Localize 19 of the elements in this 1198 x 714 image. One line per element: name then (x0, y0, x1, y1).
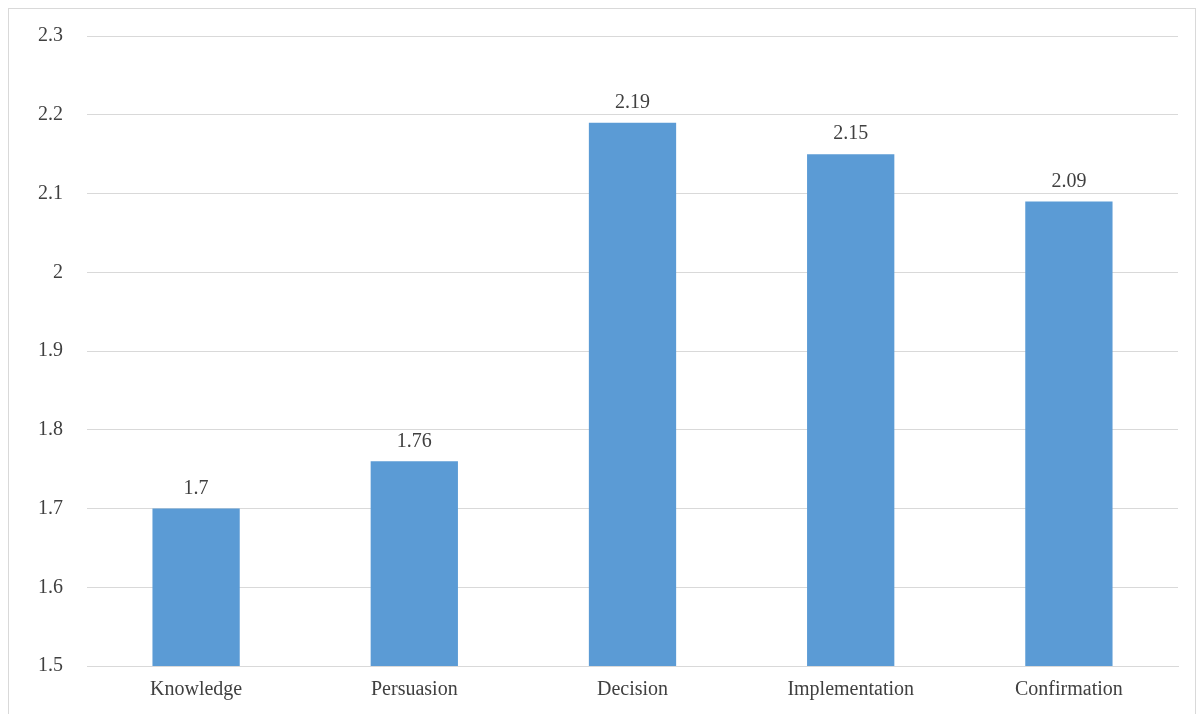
y-tick-label: 1.5 (38, 653, 63, 676)
x-tick-label: Knowledge (150, 677, 243, 701)
y-tick-label: 2.1 (38, 180, 63, 203)
y-tick-label: 2 (53, 259, 63, 282)
x-tick-label: Confirmation (1015, 677, 1123, 700)
y-tick-label: 1.7 (38, 495, 63, 518)
data-label: 1.7 (183, 475, 209, 498)
y-tick-label: 1.6 (38, 574, 63, 597)
y-tick-label: 1.8 (38, 417, 63, 439)
y-tick-label: 1.9 (38, 338, 63, 361)
x-tick-label: Decision (596, 677, 669, 700)
x-tick-label: Implementation (787, 677, 915, 701)
data-label: 2.09 (1051, 168, 1087, 191)
data-label: 2.15 (833, 121, 869, 144)
data-label: 2.19 (615, 89, 650, 112)
y-tick-label: 2.2 (38, 102, 63, 124)
x-tick-label: Persuasion (370, 677, 458, 700)
data-label: 1.76 (396, 428, 432, 451)
y-tick-label: 2.3 (38, 23, 63, 46)
